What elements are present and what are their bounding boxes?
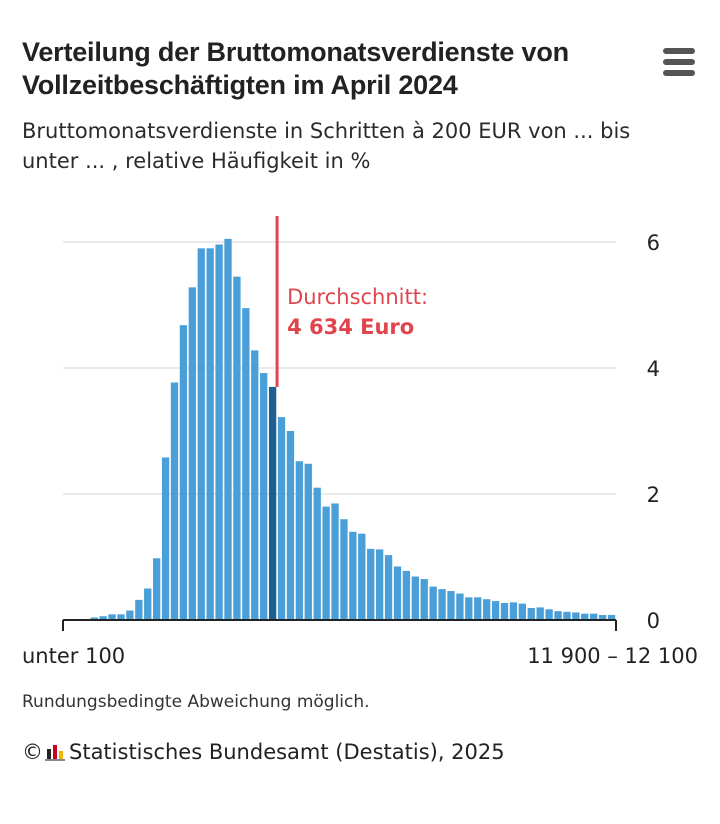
bar xyxy=(90,617,98,620)
bar xyxy=(170,382,179,620)
bar xyxy=(581,613,589,620)
bar xyxy=(527,608,535,620)
histogram-chart: 0 2 4 6 unter 100 11 900 – 12 100 Durchschnitt… xyxy=(22,216,698,668)
bar xyxy=(152,558,161,620)
bar xyxy=(572,612,580,620)
bar xyxy=(215,244,223,620)
bar xyxy=(500,602,509,620)
bar xyxy=(188,287,196,620)
y-tick-label: 6 xyxy=(647,231,660,255)
bar xyxy=(135,599,143,620)
bar xyxy=(518,603,527,620)
bar xyxy=(322,506,330,620)
bar xyxy=(108,614,116,620)
copyright-symbol: © xyxy=(22,740,43,764)
bar xyxy=(384,555,393,620)
bar xyxy=(598,614,607,620)
bar xyxy=(536,607,544,620)
source-line: © Statistisches Bundesamt (Destatis), 20… xyxy=(22,740,505,764)
bar xyxy=(197,248,205,621)
bar xyxy=(179,325,188,620)
bar xyxy=(393,566,402,620)
bar xyxy=(206,248,214,621)
average-bar xyxy=(268,386,277,620)
bar xyxy=(474,597,482,620)
bar xyxy=(375,549,384,620)
rounding-note: Rundungsbedingte Abweichung möglich. xyxy=(22,692,370,712)
bar xyxy=(367,548,375,620)
source-text: Statistisches Bundesamt (Destatis), 2025 xyxy=(69,740,505,764)
bar xyxy=(358,533,366,620)
y-tick-label: 4 xyxy=(647,357,660,381)
bar xyxy=(429,586,437,620)
hamburger-menu-icon[interactable] xyxy=(658,48,700,84)
bar xyxy=(224,238,232,620)
bar xyxy=(509,602,518,620)
bar xyxy=(411,576,419,620)
bar xyxy=(420,579,428,620)
chart-subtitle: Bruttomonatsverdienste in Schritten à 20… xyxy=(22,119,631,173)
bar xyxy=(117,614,125,620)
bar xyxy=(438,589,446,620)
bar xyxy=(607,614,616,620)
bar xyxy=(349,531,357,620)
bar xyxy=(277,417,286,620)
bar xyxy=(402,570,411,620)
bar xyxy=(260,373,268,620)
bar xyxy=(340,519,348,620)
y-tick-label: 0 xyxy=(647,609,660,633)
y-tick-label: 2 xyxy=(647,483,660,507)
bar xyxy=(99,616,107,620)
bar xyxy=(545,609,553,620)
bar xyxy=(313,487,321,620)
bar xyxy=(447,591,455,620)
bar xyxy=(563,611,571,620)
bar xyxy=(554,611,562,620)
bar xyxy=(331,503,339,620)
bar xyxy=(483,599,491,620)
bar xyxy=(251,350,259,620)
page-title: Verteilung der Bruttomonatsverdienste vo… xyxy=(22,37,569,100)
bar xyxy=(491,601,500,620)
bar xyxy=(126,610,134,620)
bar xyxy=(144,588,152,620)
bar xyxy=(233,276,241,620)
bar xyxy=(286,431,295,620)
bar xyxy=(465,597,473,620)
bar xyxy=(590,613,598,620)
average-value: 4 634 Euro xyxy=(287,315,414,339)
average-label: Durchschnitt: xyxy=(287,285,428,309)
x-tick-label-first: unter 100 xyxy=(22,644,125,668)
bar xyxy=(295,461,304,620)
destatis-logo-icon xyxy=(45,743,65,761)
bar xyxy=(456,593,464,620)
bar xyxy=(304,463,312,620)
x-tick-label-last: 11 900 – 12 100 xyxy=(527,644,698,668)
bar xyxy=(242,308,250,620)
bar xyxy=(161,457,170,620)
